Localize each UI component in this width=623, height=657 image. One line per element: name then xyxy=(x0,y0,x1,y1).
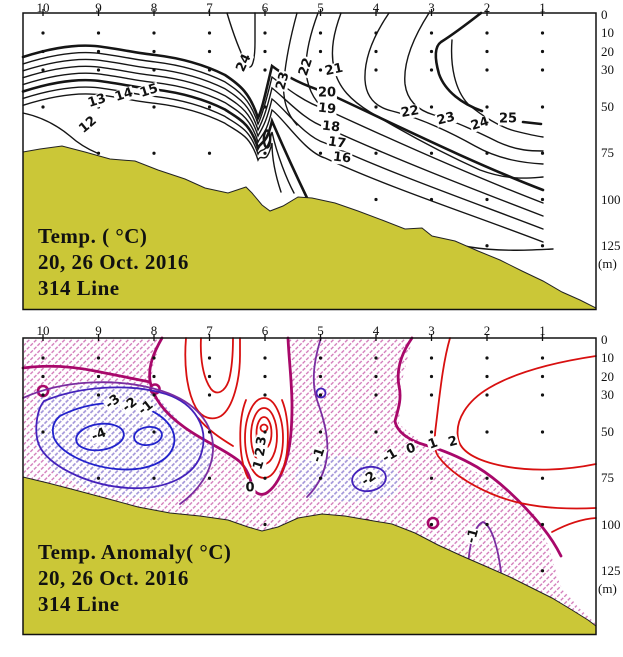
contour-label: 16 xyxy=(331,149,353,167)
depth-tick-label: 125 xyxy=(601,237,621,253)
depth-tick-label: 100 xyxy=(601,516,621,532)
depth-tick-label: 0 xyxy=(601,6,608,22)
station-label: 5 xyxy=(317,323,324,338)
station-label: 7 xyxy=(206,323,213,338)
contour-label: 25 xyxy=(497,111,519,127)
depth-tick-label: 100 xyxy=(601,191,621,207)
station-label: 5 xyxy=(317,0,324,15)
depth-unit-label: (m) xyxy=(598,580,617,596)
panel-title-line: Temp. ( °C) xyxy=(38,224,148,248)
station-label: 1 xyxy=(539,0,546,15)
depth-tick-label: 10 xyxy=(601,25,614,40)
contour-label: 20 xyxy=(316,85,338,101)
station-label: 10 xyxy=(36,323,50,338)
station-label: 2 xyxy=(483,0,491,15)
panel-title-line: 314 Line xyxy=(38,592,120,616)
station-label: 6 xyxy=(261,0,269,15)
station-label: 9 xyxy=(95,323,102,338)
station-label: 8 xyxy=(150,0,158,15)
depth-tick-label: 50 xyxy=(601,99,614,114)
contour-label: 2 xyxy=(252,445,270,459)
station-label: 10 xyxy=(36,0,50,15)
station-label: 4 xyxy=(372,323,380,338)
contour-label: 21 xyxy=(322,60,346,80)
depth-tick-label: 10 xyxy=(601,350,614,365)
contour-label: 18 xyxy=(320,118,342,136)
depth-tick-label: 50 xyxy=(601,424,614,439)
contour-label: 22 xyxy=(398,103,422,121)
panel-title-line: 314 Line xyxy=(38,276,120,300)
station-label: 1 xyxy=(539,323,546,338)
panel-title-line: 20, 26 Oct. 2016 xyxy=(38,250,189,274)
depth-unit-label: (m) xyxy=(598,255,617,271)
station-label: 4 xyxy=(372,0,380,15)
contour-label: 0 xyxy=(244,480,256,496)
contour-label: 19 xyxy=(316,100,338,118)
depth-tick-label: 0 xyxy=(601,331,608,347)
depth-tick-label: 75 xyxy=(601,145,614,161)
depth-tick-label: 75 xyxy=(601,470,614,486)
depth-tick-label: 125 xyxy=(601,562,621,578)
station-label: 7 xyxy=(206,0,213,15)
station-label: 3 xyxy=(428,323,435,338)
contour-label: -1 xyxy=(463,526,483,546)
station-label: 6 xyxy=(261,323,269,338)
depth-tick-label: 30 xyxy=(601,387,614,402)
contour-label: 17 xyxy=(326,134,348,152)
depth-tick-label: 30 xyxy=(601,62,614,77)
panel-title-line: 20, 26 Oct. 2016 xyxy=(38,566,189,590)
depth-tick-label: 20 xyxy=(601,368,614,384)
station-label: 9 xyxy=(95,0,102,15)
station-label: 3 xyxy=(428,0,435,15)
depth-tick-label: 20 xyxy=(601,43,614,59)
panel-title-line: Temp. Anomaly( °C) xyxy=(38,540,232,564)
station-label: 8 xyxy=(150,323,158,338)
station-label: 2 xyxy=(483,323,491,338)
